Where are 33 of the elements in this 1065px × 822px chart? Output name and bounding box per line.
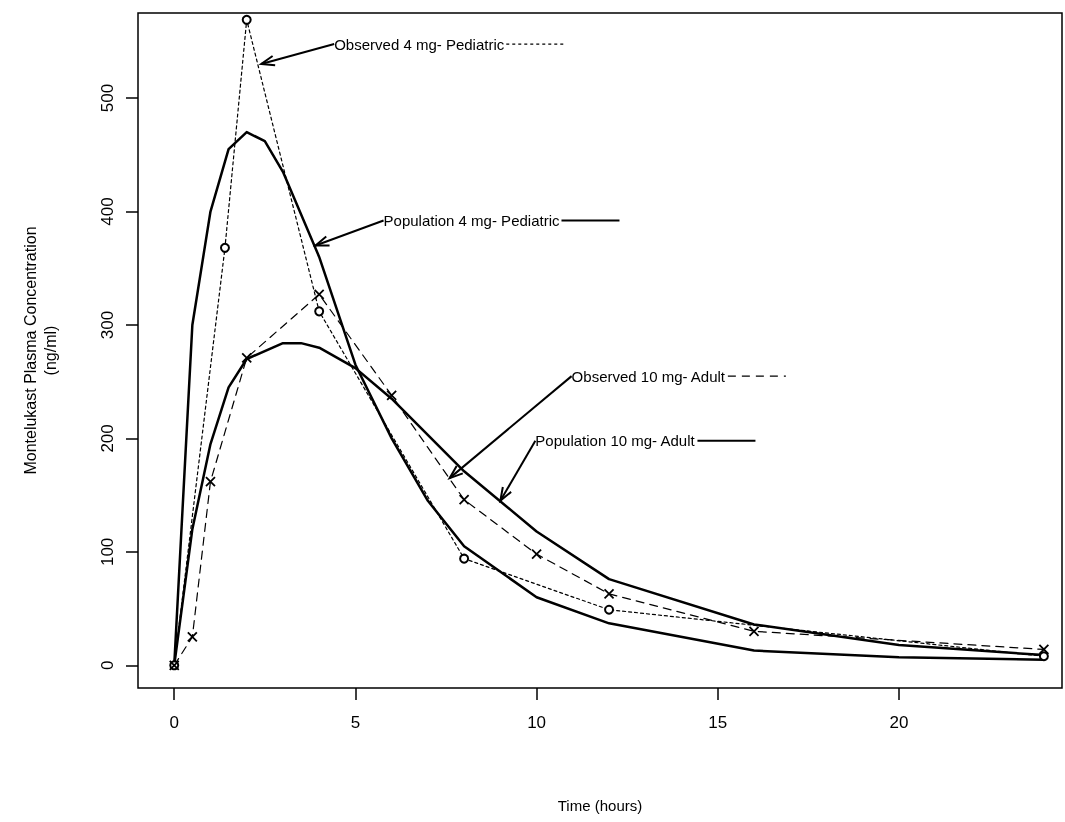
point bbox=[241, 14, 252, 25]
point bbox=[314, 306, 325, 317]
x-tick-label: 0 bbox=[169, 713, 179, 732]
x-axis-title: Time (hours) bbox=[557, 797, 643, 814]
annotation: Population 4 mg- Pediatric bbox=[383, 212, 560, 230]
x-tick-label: 20 bbox=[889, 713, 909, 732]
y-tick-label: 100 bbox=[98, 537, 117, 567]
annotation: Population 10 mg- Adult bbox=[535, 432, 696, 450]
annotation: Observed 4 mg- Pediatric bbox=[334, 35, 505, 53]
point bbox=[1038, 651, 1049, 662]
point bbox=[459, 553, 470, 564]
point bbox=[458, 494, 470, 506]
annotation: Observed 10 mg- Adult bbox=[571, 367, 726, 385]
x-tick-label: 10 bbox=[527, 713, 547, 732]
y-tick-label: 500 bbox=[98, 83, 117, 113]
point bbox=[748, 625, 760, 637]
point bbox=[241, 352, 253, 364]
point bbox=[219, 242, 230, 253]
point bbox=[205, 476, 216, 487]
y-tick-label: 400 bbox=[98, 197, 117, 226]
point bbox=[1038, 644, 1050, 655]
y-axis-title: Montelukast Plasma Concentration (ng/ml) bbox=[21, 226, 59, 475]
x-tick-label: 15 bbox=[708, 713, 728, 732]
point bbox=[604, 604, 615, 615]
point bbox=[186, 631, 198, 643]
y-tick-label: 200 bbox=[98, 424, 117, 453]
point bbox=[386, 389, 398, 401]
y-tick-label: 0 bbox=[98, 660, 117, 671]
point bbox=[531, 548, 542, 560]
point bbox=[313, 288, 325, 300]
x-tick-label: 5 bbox=[350, 713, 361, 732]
y-tick-label: 300 bbox=[98, 310, 117, 340]
point bbox=[603, 588, 615, 600]
